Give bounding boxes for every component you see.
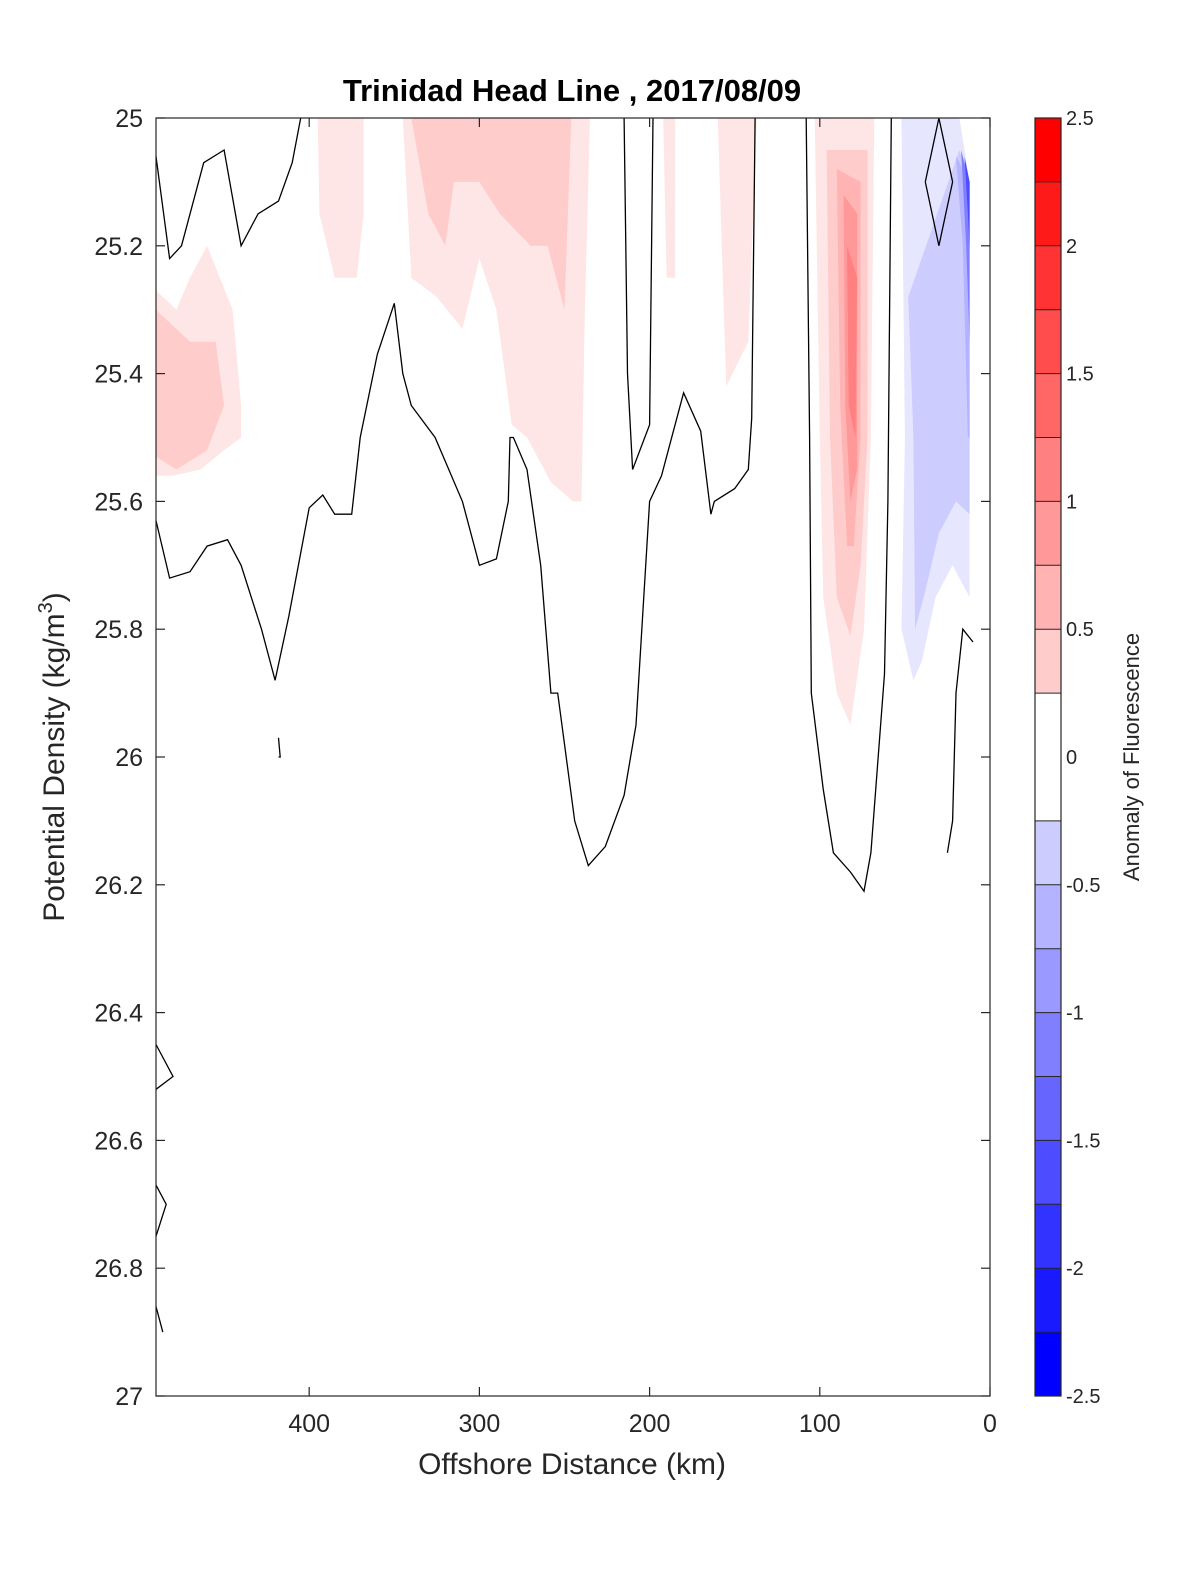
y-axis-label-main: Potential Density (kg/m xyxy=(38,613,71,921)
colorbar-segment xyxy=(1035,181,1061,246)
colorbar-segment xyxy=(1035,629,1061,694)
zero-contour-5 xyxy=(946,627,974,853)
y-axis-label-suffix: ) xyxy=(38,592,71,602)
anomaly-region-13 xyxy=(908,150,970,630)
colorbar-segment xyxy=(1035,1332,1061,1396)
y-tick-label: 26.4 xyxy=(94,1000,143,1028)
y-tick-label: 25 xyxy=(115,105,143,133)
zero-contour-6 xyxy=(155,1044,174,1090)
axis-ticks xyxy=(156,117,991,1397)
colorbar-segment xyxy=(1035,565,1061,630)
colorbar-tick-label: -1.5 xyxy=(1066,1130,1100,1152)
colorbar-segment xyxy=(1035,820,1061,885)
colorbar-segment xyxy=(1035,245,1061,310)
anomaly-fill-layer xyxy=(156,118,970,725)
y-axis-label-superscript: 3 xyxy=(35,602,57,613)
colorbar-segment xyxy=(1035,693,1061,821)
y-tick-label: 25.6 xyxy=(94,488,143,516)
y-tick-label: 25.8 xyxy=(94,616,143,644)
colorbar-segment xyxy=(1035,1268,1061,1333)
y-tick-label: 26 xyxy=(115,744,143,772)
colorbar-tick-label: -2.5 xyxy=(1066,1386,1100,1408)
x-tick-labels: 400 300 200 100 0 xyxy=(288,1410,997,1438)
colorbar-tick-label: -2 xyxy=(1066,1258,1084,1280)
anomaly-region-6 xyxy=(717,118,757,387)
anomaly-region-4 xyxy=(411,118,572,310)
colorbar-tick-label: 0.5 xyxy=(1066,619,1094,641)
zero-contour-0 xyxy=(155,117,302,261)
chart-title: Trinidad Head Line , 2017/08/09 xyxy=(343,73,801,108)
colorbar-segment xyxy=(1035,1140,1061,1205)
zero-contour-2 xyxy=(623,117,654,470)
x-tick-label: 300 xyxy=(459,1410,501,1438)
plot-area xyxy=(155,117,991,1397)
colorbar-frame xyxy=(1034,117,1062,1397)
zero-contour-9 xyxy=(277,737,281,758)
y-axis-label: Potential Density (kg/m3) xyxy=(35,592,71,922)
colorbar-segment xyxy=(1035,118,1061,182)
colorbar-tick-label: -0.5 xyxy=(1066,875,1100,897)
colorbar-tick-label: 1.5 xyxy=(1066,364,1094,386)
y-tick-label: 26.6 xyxy=(94,1127,143,1155)
x-tick-label: 100 xyxy=(799,1410,841,1438)
colorbar-segment xyxy=(1035,1204,1061,1269)
anomaly-region-11 xyxy=(847,245,858,438)
anomaly-region-5 xyxy=(663,118,676,278)
zero-contour-3 xyxy=(805,117,892,893)
zero-contour-7 xyxy=(155,1184,167,1237)
y-tick-labels: 25 25.2 25.4 25.6 25.8 26 26.2 26.4 26.6 26.8 27 xyxy=(94,105,143,1411)
y-tick-label: 25.2 xyxy=(94,233,143,261)
y-tick-label: 26.2 xyxy=(94,872,143,900)
y-tick-label: 27 xyxy=(115,1383,143,1411)
anomaly-region-1 xyxy=(156,309,225,470)
colorbar-segment xyxy=(1035,501,1061,566)
colorbar-segment xyxy=(1035,309,1061,374)
colorbar-segment xyxy=(1035,884,1061,949)
x-tick-label: 200 xyxy=(629,1410,671,1438)
zero-contour-layer xyxy=(155,117,974,1333)
zero-contour-4 xyxy=(924,117,954,246)
colorbar-tick-label: 2 xyxy=(1066,236,1077,258)
colorbar-tick-label: -1 xyxy=(1066,1003,1084,1025)
x-tick-label: 400 xyxy=(288,1410,330,1438)
colorbar-tick-label: 1 xyxy=(1066,491,1077,513)
colorbar-segment xyxy=(1035,373,1061,438)
colorbar-segment xyxy=(1035,437,1061,502)
colorbar: 2.5 2 1.5 1 0.5 0 -0.5 -1 -1.5 -2 -2.5 xyxy=(1034,108,1100,1408)
y-tick-label: 26.8 xyxy=(94,1255,143,1283)
colorbar-tick-label: 0 xyxy=(1066,747,1077,769)
x-tick-label: 0 xyxy=(983,1410,997,1438)
colorbar-segment xyxy=(1035,1076,1061,1141)
y-tick-label: 25.4 xyxy=(94,361,143,389)
colorbar-segment xyxy=(1035,948,1061,1013)
zero-contour-8 xyxy=(155,1306,164,1333)
anomaly-region-16 xyxy=(964,156,970,246)
colorbar-label: Anomaly of Fluorescence xyxy=(1119,633,1144,881)
colorbar-tick-label: 2.5 xyxy=(1066,108,1094,130)
colorbar-segment xyxy=(1035,1012,1061,1077)
x-axis-label: Offshore Distance (km) xyxy=(418,1448,726,1481)
anomaly-region-2 xyxy=(317,118,364,278)
zero-contour-1 xyxy=(155,117,756,867)
